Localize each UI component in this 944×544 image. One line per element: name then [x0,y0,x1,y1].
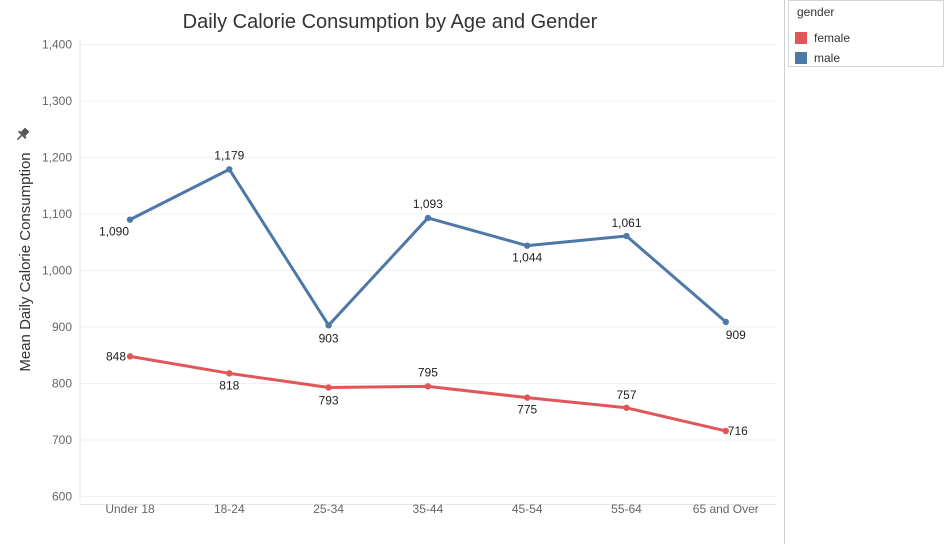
legend: gender female male [788,0,944,67]
data-label-female: 775 [517,403,537,417]
chart-title: Daily Calorie Consumption by Age and Gen… [183,11,598,33]
data-point-male[interactable] [424,214,432,222]
panel-divider [784,0,785,544]
x-tick-label: Under 18 [105,502,155,516]
y-tick-label: 1,100 [42,207,72,221]
x-tick-label: 45-54 [512,502,543,516]
x-tick-label: 18-24 [214,502,245,516]
data-label-male: 909 [726,328,746,342]
data-point-male[interactable] [226,166,233,173]
legend-item-female[interactable]: female [795,31,850,45]
data-label-male: 1,044 [512,251,542,265]
x-tick-label: 25-34 [313,502,344,516]
legend-swatch-male [795,52,807,64]
legend-label-female: female [814,31,851,45]
data-label-male: 1,093 [413,197,443,211]
data-point-female[interactable] [126,353,134,360]
data-point-male[interactable] [722,318,729,326]
data-label-female: 848 [106,349,126,363]
y-tick-label: 900 [52,320,72,334]
y-tick-label: 700 [52,433,72,447]
data-label-female: 757 [616,388,636,402]
y-tick-label: 1,200 [42,151,72,165]
series-line-male [128,167,728,327]
legend-swatch-female [795,32,807,44]
data-label-female: 716 [728,424,748,438]
y-tick-label: 1,300 [42,94,72,108]
data-point-female[interactable] [226,370,233,377]
x-tick-label: 35-44 [413,502,444,516]
legend-title: gender [797,5,835,19]
data-point-female[interactable] [325,384,332,391]
data-point-male[interactable] [524,242,531,249]
data-point-male[interactable] [126,216,134,223]
data-point-female[interactable] [524,394,531,401]
data-point-female[interactable] [722,427,729,435]
legend-item-male[interactable]: male [795,51,840,65]
data-point-male[interactable] [623,232,630,240]
legend-label-male: male [814,51,841,65]
y-tick-label: 800 [52,377,72,391]
pin-icon[interactable] [14,126,31,143]
data-label-female: 818 [219,378,239,392]
chart-area: Daily Calorie Consumption by Age and Gen… [14,11,776,516]
y-tick-label: 1,400 [42,38,72,52]
data-point-female[interactable] [424,383,432,390]
data-label-female: 793 [319,393,339,407]
y-tick-label: 600 [52,490,72,504]
data-label-female: 795 [418,365,438,379]
data-point-male[interactable] [325,322,332,329]
data-label-male: 1,061 [611,216,641,230]
data-label-male: 1,090 [99,225,129,239]
line-chart: Daily Calorie Consumption by Age and Gen… [14,11,776,516]
data-point-female[interactable] [623,404,630,411]
data-label-male: 1,179 [214,148,244,162]
x-tick-label: 55-64 [611,502,642,516]
x-tick-label: 65 and Over [693,502,759,516]
y-axis-label: Mean Daily Calorie Consumption [17,152,34,371]
data-label-male: 903 [319,331,339,345]
y-tick-label: 1,000 [42,264,72,278]
